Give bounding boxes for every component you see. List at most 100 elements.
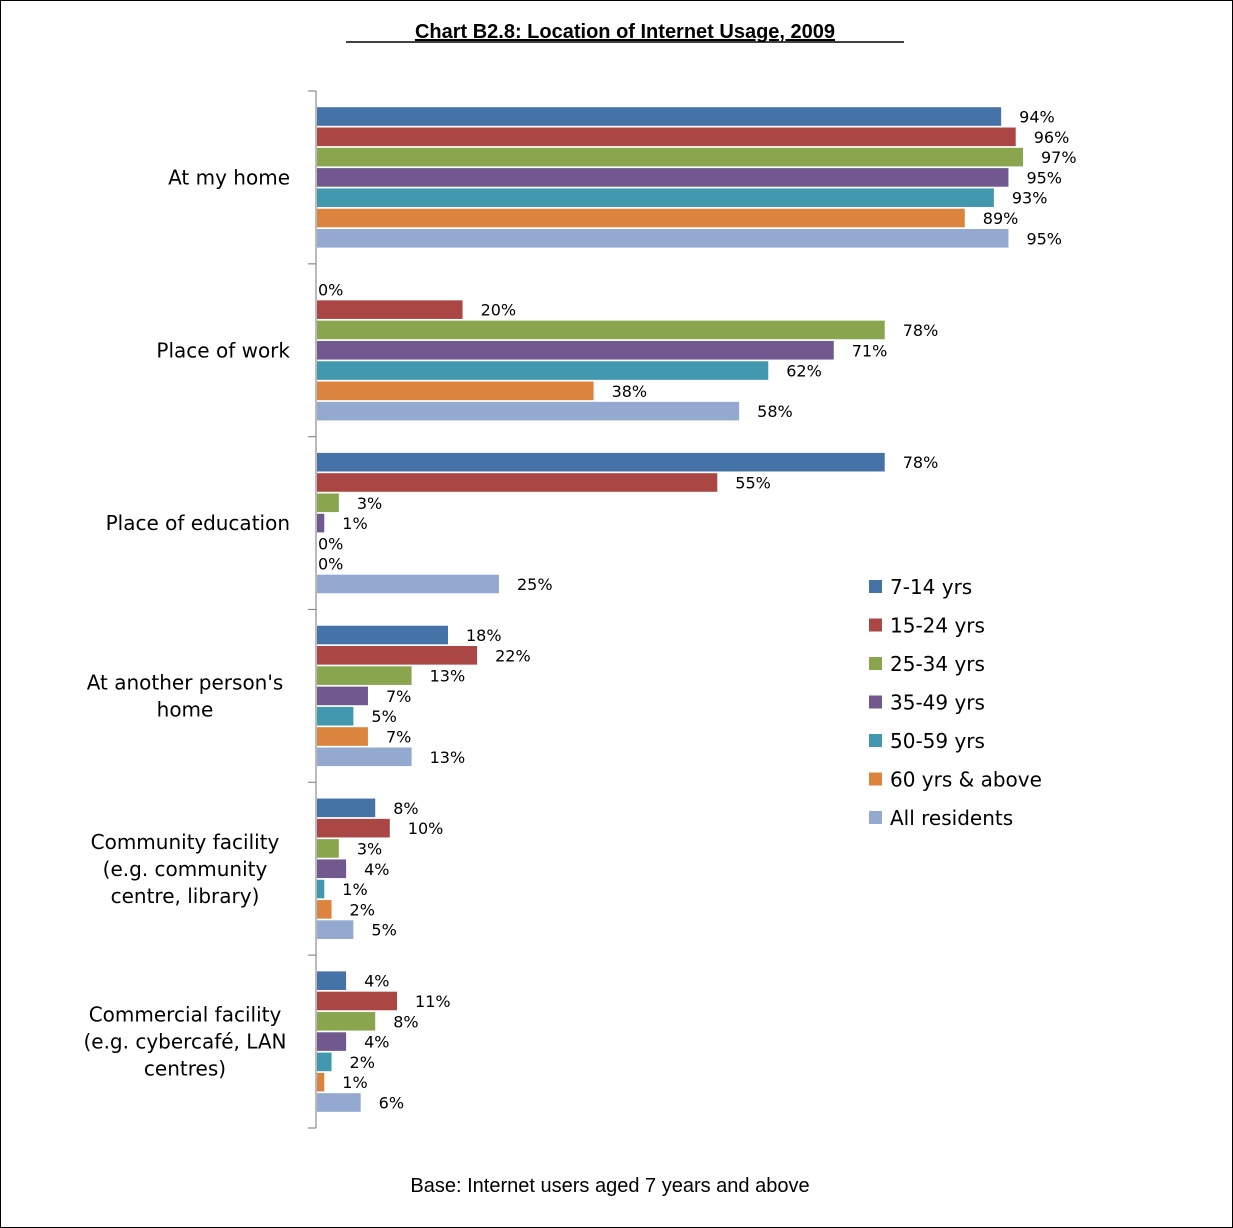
bar bbox=[317, 747, 412, 767]
bar bbox=[317, 188, 994, 208]
bar bbox=[317, 1072, 325, 1092]
data-label: 11% bbox=[415, 992, 451, 1011]
category-label: Community facility bbox=[91, 830, 280, 854]
data-label: 3% bbox=[357, 839, 382, 858]
data-label: 6% bbox=[379, 1093, 404, 1112]
data-label: 1% bbox=[342, 1073, 367, 1092]
bar bbox=[317, 798, 376, 818]
data-label: 55% bbox=[735, 473, 771, 492]
legend-swatch bbox=[869, 734, 882, 747]
data-label: 78% bbox=[903, 453, 939, 472]
data-label: 8% bbox=[393, 799, 418, 818]
bar bbox=[317, 513, 325, 533]
legend-swatch bbox=[869, 772, 882, 786]
bar bbox=[317, 818, 390, 838]
data-label: 25% bbox=[517, 575, 553, 594]
data-label: 5% bbox=[371, 707, 396, 726]
bar bbox=[317, 381, 594, 401]
bar bbox=[317, 208, 965, 228]
category-label: centre, library) bbox=[111, 884, 260, 908]
bar bbox=[317, 107, 1002, 126]
data-label: 13% bbox=[430, 667, 466, 686]
bar bbox=[317, 1052, 332, 1072]
data-label: 96% bbox=[1034, 128, 1070, 147]
data-label: 2% bbox=[350, 1053, 375, 1072]
bar bbox=[317, 879, 325, 899]
data-label: 3% bbox=[357, 494, 382, 513]
category-label: (e.g. community bbox=[103, 857, 268, 881]
data-label: 0% bbox=[318, 555, 343, 574]
legend-label: 7-14 yrs bbox=[890, 575, 972, 599]
legend-label: 60 yrs & above bbox=[890, 768, 1042, 792]
data-label: 1% bbox=[342, 514, 367, 533]
data-label: 7% bbox=[386, 728, 411, 747]
bar bbox=[317, 401, 740, 421]
bar bbox=[317, 646, 478, 665]
legend-swatch bbox=[869, 811, 882, 824]
data-label: 62% bbox=[786, 362, 822, 381]
data-label: 97% bbox=[1041, 148, 1077, 167]
bar bbox=[317, 686, 368, 706]
data-label: 13% bbox=[430, 748, 466, 767]
data-label: 2% bbox=[350, 900, 375, 919]
data-label: 4% bbox=[364, 860, 389, 879]
bar bbox=[317, 168, 1009, 187]
legend-swatch bbox=[869, 618, 882, 632]
bar bbox=[317, 666, 412, 685]
bar bbox=[317, 300, 463, 319]
bar bbox=[317, 361, 769, 380]
data-label: 10% bbox=[408, 819, 444, 838]
data-label: 18% bbox=[466, 626, 502, 645]
legend-label: All residents bbox=[890, 806, 1013, 830]
bar bbox=[317, 1032, 347, 1051]
chart-note: Base: Internet users aged 7 years and ab… bbox=[410, 1175, 809, 1197]
bar bbox=[317, 1093, 361, 1112]
data-label: 5% bbox=[371, 921, 396, 940]
legend-swatch bbox=[869, 657, 882, 670]
category-label: At my home bbox=[168, 165, 290, 189]
category-label: Place of work bbox=[156, 338, 290, 362]
data-label: 22% bbox=[495, 646, 531, 665]
legend-label: 25-34 yrs bbox=[890, 652, 985, 676]
bar bbox=[317, 229, 1009, 248]
data-label: 94% bbox=[1019, 108, 1055, 127]
bar bbox=[317, 574, 499, 594]
bar bbox=[317, 971, 347, 990]
category-label: home bbox=[157, 697, 214, 721]
data-label: 93% bbox=[1012, 189, 1048, 208]
category-label: Commercial facility bbox=[89, 1003, 282, 1027]
bar bbox=[317, 320, 885, 340]
data-label: 0% bbox=[318, 534, 343, 553]
data-label: 8% bbox=[393, 1012, 418, 1031]
data-label: 20% bbox=[481, 301, 517, 320]
bar bbox=[317, 1011, 376, 1031]
data-label: 0% bbox=[318, 280, 343, 299]
data-label: 58% bbox=[757, 402, 793, 421]
category-label: Place of education bbox=[106, 511, 290, 535]
bar bbox=[317, 859, 347, 879]
legend-label: 50-59 yrs bbox=[890, 729, 985, 753]
category-label: At another person's bbox=[87, 670, 284, 694]
bar bbox=[317, 727, 368, 746]
data-label: 4% bbox=[364, 1033, 389, 1052]
data-label: 71% bbox=[852, 341, 888, 360]
bar bbox=[317, 127, 1016, 147]
chart-title: Chart B2.8: Location of Internet Usage, … bbox=[415, 21, 835, 43]
legend: 7-14 yrs 15-24 yrs 25-34 yrs 35-49 yrs 50-59… bbox=[869, 575, 1042, 830]
category-label: centres) bbox=[144, 1057, 226, 1081]
bar bbox=[317, 147, 1023, 167]
data-label: 89% bbox=[983, 209, 1019, 228]
bar bbox=[317, 706, 354, 726]
bar bbox=[317, 839, 339, 858]
bar bbox=[317, 493, 339, 513]
legend-swatch bbox=[869, 695, 882, 709]
data-label: 4% bbox=[364, 972, 389, 991]
category-label: (e.g. cybercafé, LAN bbox=[83, 1030, 286, 1054]
bar bbox=[317, 991, 398, 1011]
bar bbox=[317, 625, 449, 645]
data-label: 1% bbox=[342, 880, 367, 899]
bar bbox=[317, 452, 885, 472]
bar bbox=[317, 900, 332, 919]
